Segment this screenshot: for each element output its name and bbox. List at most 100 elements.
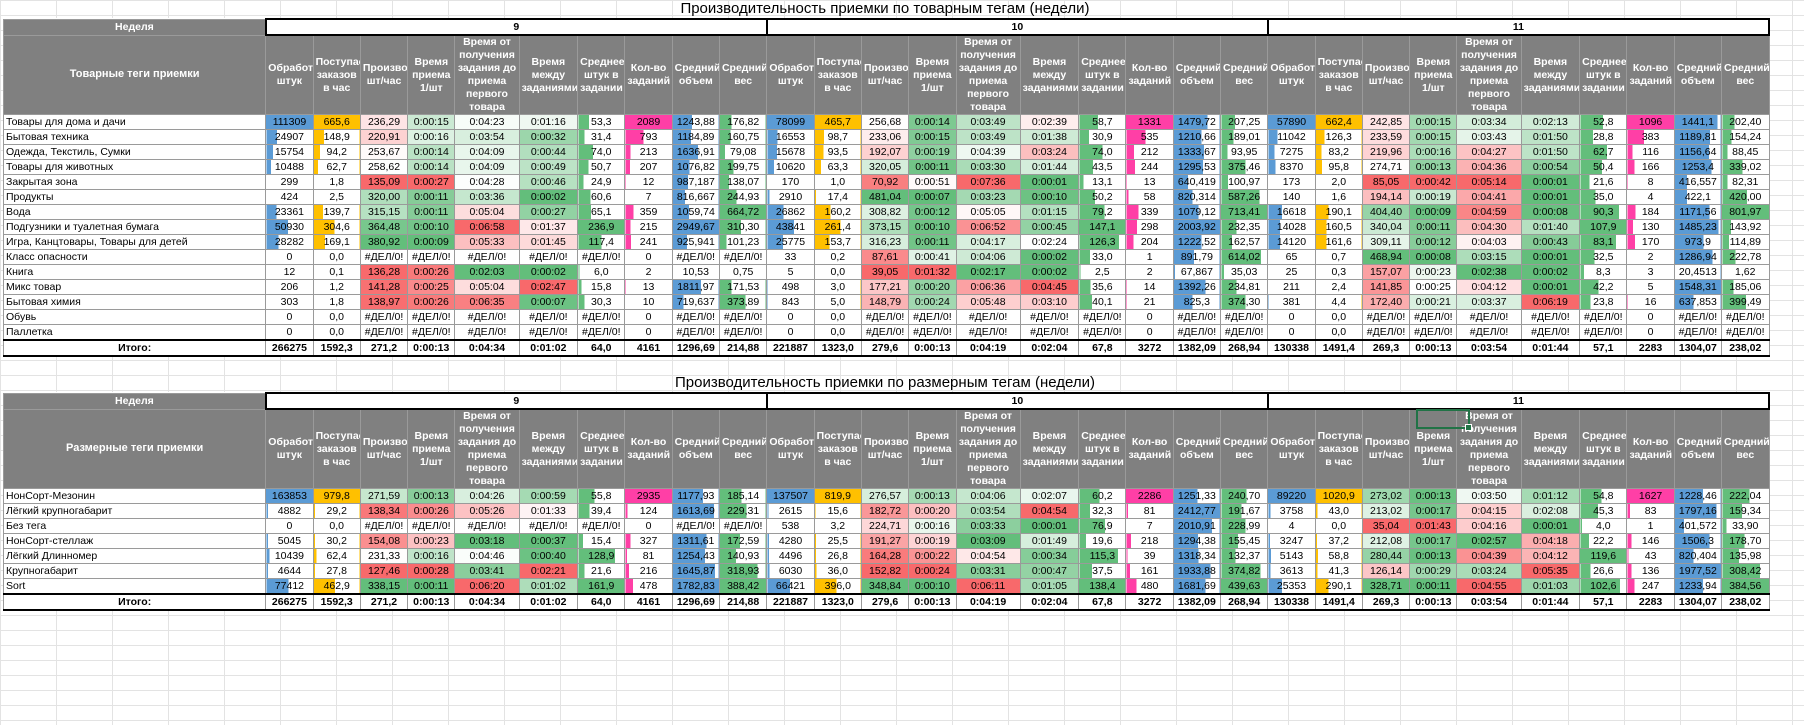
data-cell[interactable]: 0:04:16 [1456,518,1522,534]
data-cell[interactable]: 39 [1125,548,1174,564]
data-cell[interactable]: 182,72 [860,503,910,519]
data-cell[interactable]: 0,0 [312,518,361,534]
data-cell[interactable]: 10 [624,294,673,310]
data-cell[interactable]: #ДЕЛ/0! [1078,324,1127,341]
data-cell[interactable]: 62,4 [312,548,361,564]
data-cell[interactable]: 1 [1125,249,1174,265]
data-cell[interactable]: 0 [265,309,314,325]
column-header[interactable]: Производительность шт/час [1361,34,1411,115]
column-header[interactable]: Кол-во заданий [624,34,673,115]
data-cell[interactable]: 212 [1125,144,1174,160]
data-cell[interactable]: 1233,94 [1673,578,1723,595]
data-cell[interactable]: 462,9 [312,578,361,595]
data-cell[interactable]: 0,0 [1314,309,1363,325]
data-cell[interactable]: 0:03:49 [955,114,1021,130]
data-cell[interactable]: 0:04:28 [454,174,520,190]
data-cell[interactable]: 0:00:27 [518,204,579,220]
data-cell[interactable]: 35,6 [1078,279,1127,295]
data-cell[interactable]: 0:02:08 [1520,503,1581,519]
total-cell[interactable]: 0:04:34 [454,339,520,357]
data-cell[interactable]: 26862 [766,204,815,220]
column-header[interactable]: Время между заданиями [518,408,579,489]
data-cell[interactable]: 338,15 [359,578,409,595]
data-cell[interactable]: 228,99 [1220,518,1269,534]
data-cell[interactable]: 140,93 [718,548,768,564]
column-header[interactable]: Время приема 1/шт [908,408,957,489]
data-cell[interactable]: 79,2 [1078,204,1127,220]
data-cell[interactable]: 0:00:13 [407,488,456,504]
data-cell[interactable]: 16618 [1267,204,1316,220]
data-cell[interactable]: 28282 [265,234,314,250]
data-cell[interactable]: 161,6 [1314,234,1363,250]
data-cell[interactable]: 1548,31 [1673,279,1723,295]
data-cell[interactable]: 303 [265,294,314,310]
data-cell[interactable]: 233,06 [860,129,910,145]
data-cell[interactable]: 88,45 [1721,144,1770,160]
data-cell[interactable]: 1,6 [1314,189,1363,205]
data-cell[interactable]: 0:03:49 [955,129,1021,145]
data-cell[interactable]: 1613,69 [671,503,720,519]
data-cell[interactable]: 0:03:24 [1019,144,1080,160]
data-cell[interactable]: 1797,16 [1673,503,1723,519]
data-cell[interactable]: #ДЕЛ/0! [1520,324,1581,341]
data-cell[interactable]: 3 [1626,264,1675,280]
data-cell[interactable]: 0:01:50 [1520,129,1581,145]
data-cell[interactable]: 43,5 [1078,159,1127,175]
data-cell[interactable]: 0:06:19 [1520,294,1581,310]
data-cell[interactable]: 67,867 [1172,264,1222,280]
total-cell[interactable]: 57,1 [1579,593,1628,611]
column-header[interactable]: Средний вес [718,34,768,115]
column-header[interactable]: Среднее штук в задании [1078,34,1127,115]
data-cell[interactable]: #ДЕЛ/0! [359,309,409,325]
data-cell[interactable]: 0:06:20 [454,578,520,595]
data-cell[interactable]: 0:01:32 [908,264,957,280]
data-cell[interactable]: 0:00:07 [518,294,579,310]
data-cell[interactable]: 0:00:43 [1520,234,1581,250]
data-cell[interactable]: #ДЕЛ/0! [454,518,520,534]
data-cell[interactable]: 0:00:02 [1019,249,1080,265]
data-cell[interactable]: 2,0 [1314,174,1363,190]
data-cell[interactable]: 0:04:09 [454,144,520,160]
data-cell[interactable]: 74,0 [1078,144,1127,160]
data-cell[interactable]: 258,62 [359,159,409,175]
data-cell[interactable]: 0:00:20 [908,503,957,519]
column-header[interactable]: Кол-во заданий [1125,34,1174,115]
data-cell[interactable]: 135,98 [1721,548,1770,564]
data-cell[interactable]: 1933,88 [1172,563,1222,579]
data-cell[interactable]: 82,31 [1721,174,1770,190]
data-cell[interactable]: 719,637 [671,294,720,310]
data-cell[interactable]: 1020,9 [1314,488,1363,504]
data-cell[interactable]: 14028 [1267,219,1316,235]
data-cell[interactable]: 234,81 [1220,279,1269,295]
data-cell[interactable]: 0:04:03 [1456,234,1522,250]
total-cell[interactable]: 221887 [766,593,815,611]
data-cell[interactable]: 138,4 [1078,578,1127,595]
data-cell[interactable]: 253,67 [359,144,409,160]
data-cell[interactable]: 0:03:09 [955,533,1021,549]
column-header[interactable]: Средний объем [1172,34,1222,115]
data-cell[interactable]: 1251,33 [1172,488,1222,504]
data-cell[interactable]: 26,6 [1579,563,1628,579]
data-cell[interactable]: 63,3 [813,159,862,175]
data-cell[interactable]: 535 [1125,129,1174,145]
data-cell[interactable]: 0:00:01 [1520,249,1581,265]
total-cell[interactable]: 1491,4 [1314,593,1363,611]
data-cell[interactable]: 0:05:14 [1456,174,1522,190]
column-header[interactable]: Время приема 1/шт [1409,408,1458,489]
data-cell[interactable]: 13,1 [1078,174,1127,190]
data-cell[interactable]: 0 [624,324,673,341]
data-cell[interactable]: 348,84 [860,578,910,595]
data-cell[interactable]: 12 [624,174,673,190]
data-cell[interactable]: #ДЕЛ/0! [359,324,409,341]
data-cell[interactable]: #ДЕЛ/0! [718,309,768,325]
data-cell[interactable]: 24907 [265,129,314,145]
data-cell[interactable]: 22,2 [1579,533,1628,549]
total-cell[interactable]: 0:01:02 [518,593,579,611]
data-cell[interactable]: 0:02:07 [1019,488,1080,504]
data-cell[interactable]: 33 [766,249,815,265]
column-header[interactable]: Поступает заказов в час [312,408,361,489]
data-cell[interactable]: #ДЕЛ/0! [1721,309,1770,325]
data-cell[interactable]: 538 [766,518,815,534]
row-tag-name[interactable]: Без тега [2,518,267,534]
data-cell[interactable]: 220,91 [359,129,409,145]
